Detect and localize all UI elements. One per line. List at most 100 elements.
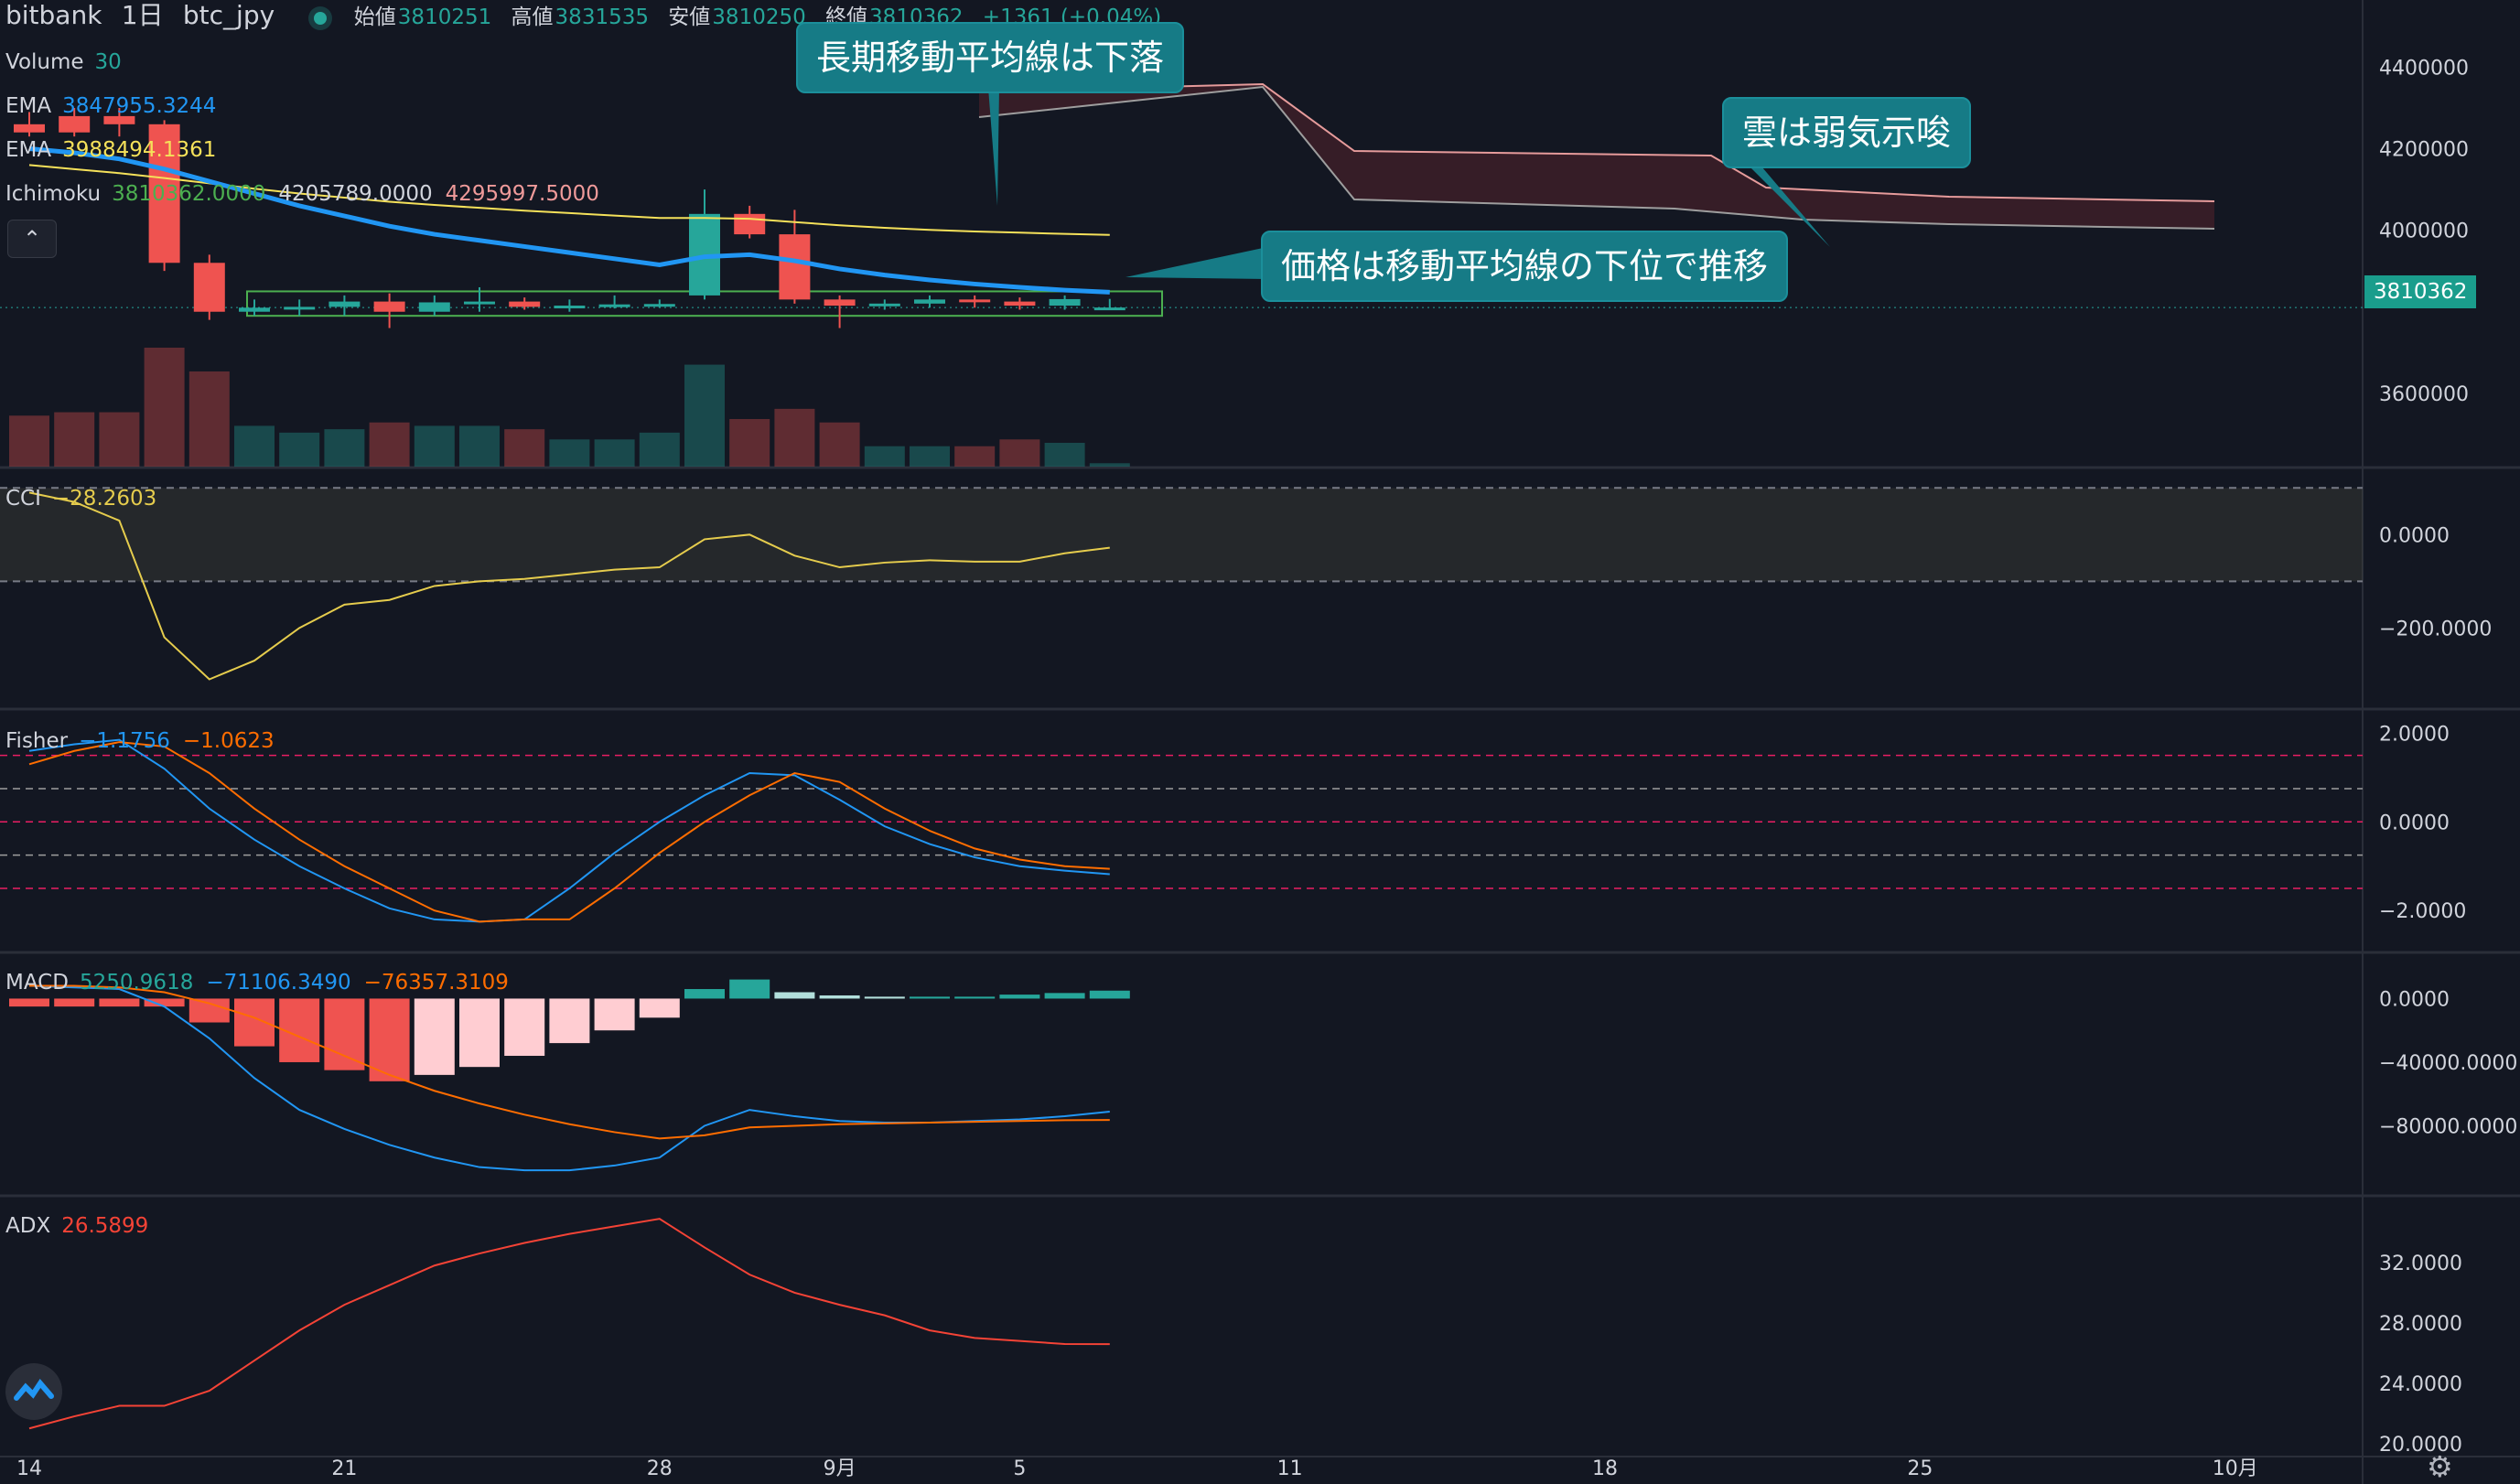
fisher-value-1: −1.1756 [79,729,170,753]
cci-value: −28.2603 [51,487,157,511]
high-label: 高値 [511,5,554,29]
macd-axis-tick-label: 0.0000 [2379,988,2450,1011]
macd-histogram-bar [684,989,725,999]
volume-bar [1044,443,1085,467]
macd-histogram-bar [639,998,680,1018]
candlesticks [14,108,1125,328]
time-axis-tick-label: 5 [1013,1457,1026,1480]
candle-body [1004,301,1036,306]
low-value: 3810250 [712,5,806,29]
macd-histogram-bar [99,998,140,1007]
volume-legend[interactable]: Volume 30 [5,48,135,76]
macd-histogram-bar [819,995,860,999]
gear-icon[interactable]: ⚙ [2427,1449,2453,1484]
time-axis-tick-label: 10月 [2213,1457,2258,1480]
volume-bar [324,429,365,467]
volume-bar [369,422,410,467]
macd-value-3: −76357.3109 [363,971,509,995]
candle-body [914,299,945,304]
time-axis-tick-label: 21 [331,1457,357,1480]
volume-value: 30 [94,50,122,74]
ema-fast-legend[interactable]: EMA 3847955.3244 [5,92,229,120]
candle-body [509,301,541,307]
adx-axis-tick-label: 20.0000 [2379,1434,2462,1457]
adx-panel [28,1218,1110,1430]
open-value: 3810251 [397,5,492,29]
time-axis-tick-label: 28 [647,1457,673,1480]
cci-legend[interactable]: CCI −28.2603 [5,485,169,512]
volume-bar [504,429,545,467]
macd-histogram-bar [504,998,545,1057]
macd-histogram-bar [549,998,590,1044]
macd-histogram-bar [234,998,275,1047]
cci-name: CCI [5,487,41,511]
adx-axis-tick-label: 32.0000 [2379,1253,2462,1275]
macd-histogram-bar [1044,993,1085,999]
time-axis-tick-label: 14 [16,1457,42,1480]
volume-bar [279,432,320,467]
volume-bar [9,415,49,467]
candle-body [103,115,135,124]
volume-bar [864,446,905,467]
tradingview-logo-icon[interactable] [5,1363,62,1420]
fisher-panel [0,738,2363,923]
macd-histogram-bar [774,992,815,999]
candle-body [284,306,316,310]
ema-fast-value: 3847955.3244 [62,94,217,118]
macd-histogram-bar [999,995,1040,999]
candle-body [779,234,811,300]
volume-bar [99,412,140,467]
callout-pointer [988,88,999,206]
candle-body [643,304,675,307]
macd-histogram-bar [459,998,500,1068]
volume-bar [729,419,770,467]
ema-fast-name: EMA [5,94,52,118]
adx-axis-tick-label: 24.0000 [2379,1373,2462,1396]
ema-slow-legend[interactable]: EMA 3988494.1361 [5,136,229,164]
collapse-legend-button[interactable]: ⌃ [7,220,57,258]
volume-bar [910,446,950,467]
fisher-axis-tick-label: −2.0000 [2379,900,2466,923]
callout-price[interactable]: 価格は移動平均線の下位で推移 [1261,231,1789,302]
volume-bar [144,348,185,467]
ichimoku-cloud-area [979,84,2214,229]
price-axis-tick-label: 3600000 [2379,383,2469,406]
macd-histogram-bar [324,998,365,1070]
candle-body [824,299,856,306]
callout-cloud[interactable]: 雲は弱気示唆 [1722,97,1972,168]
macd-signal-line [29,984,1110,1140]
macd-name: MACD [5,971,69,995]
ichimoku-value-3: 4295997.5000 [445,182,599,206]
adx-legend[interactable]: ADX 26.5899 [5,1212,161,1240]
macd-value-2: −71106.3490 [206,971,351,995]
ichimoku-value-2: 4205789.0000 [278,182,433,206]
last-price-tag: 3810362 [2364,275,2477,308]
ichimoku-legend[interactable]: Ichimoku 3810362.0000 4205789.0000 4295997.… [5,180,612,208]
symbol-label: btc_jpy [182,0,275,30]
interval-label[interactable]: 1日 [121,0,164,30]
candle-body [59,115,91,133]
macd-histogram-bar [414,998,455,1075]
fisher-name: Fisher [5,729,69,753]
exchange-label: bitbank [5,0,102,30]
cci-panel [0,487,2363,681]
candle-body [868,303,900,306]
callout-long-ma[interactable]: 長期移動平均線は下落 [796,22,1185,93]
volume-bar [188,371,230,467]
high-value: 3831535 [555,5,649,29]
macd-legend[interactable]: MACD 5250.9618 −71106.3490 −76357.3109 [5,969,522,996]
macd-histogram-bar [9,998,49,1007]
market-status-icon [314,11,328,25]
volume-bars [9,348,1130,467]
senkou-span-a-line [978,82,2215,202]
fisher-legend[interactable]: Fisher −1.1756 −1.0623 [5,727,287,755]
ema-slow-value: 3988494.1361 [62,138,217,162]
adx-line [28,1218,1110,1430]
volume-bar [819,422,860,467]
time-axis-tick-label: 25 [1907,1457,1933,1480]
fisher-trigger-line [28,741,1110,923]
candle-body [598,304,630,307]
low-label: 安値 [668,5,711,29]
